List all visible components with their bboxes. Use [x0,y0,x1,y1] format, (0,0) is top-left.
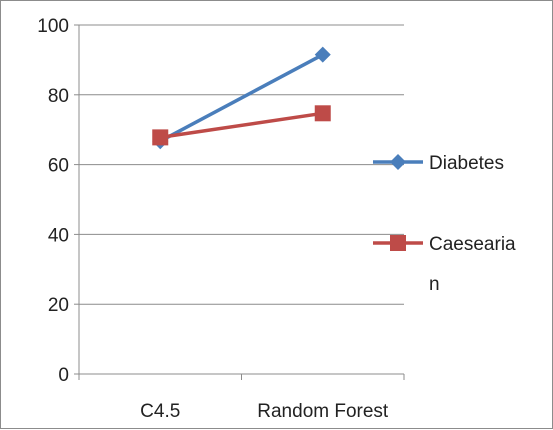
legend-marker [390,154,406,170]
x-tick-labels: C4.5 Random Forest [140,401,389,422]
y-tick-label: 20 [48,295,69,316]
legend: Diabetes Caesearia n [373,153,516,295]
legend-item-caesearian: Caesearia n [373,234,516,295]
legend-label: Caesearia [429,234,516,255]
y-tick-label: 100 [37,16,69,37]
x-tick-label: C4.5 [140,401,180,422]
y-tick-label: 0 [58,365,69,386]
y-tick-label: 40 [48,225,69,246]
data-point [314,105,331,122]
legend-marker [390,235,406,251]
series-line [159,111,324,140]
legend-label: Diabetes [429,153,504,174]
legend-label: n [429,274,440,295]
legend-item-diabetes: Diabetes [373,153,504,174]
x-tick-label: Random Forest [257,401,389,422]
data-point [314,46,331,63]
series-line [159,53,324,143]
series-caesearian [152,105,331,146]
series-group [152,46,331,150]
y-tick-label: 60 [48,156,69,177]
axes [74,24,405,380]
data-point [152,129,169,146]
gridlines [79,24,404,305]
y-tick-labels: 0 20 40 60 80 100 [37,16,69,386]
y-tick-label: 80 [48,86,69,107]
